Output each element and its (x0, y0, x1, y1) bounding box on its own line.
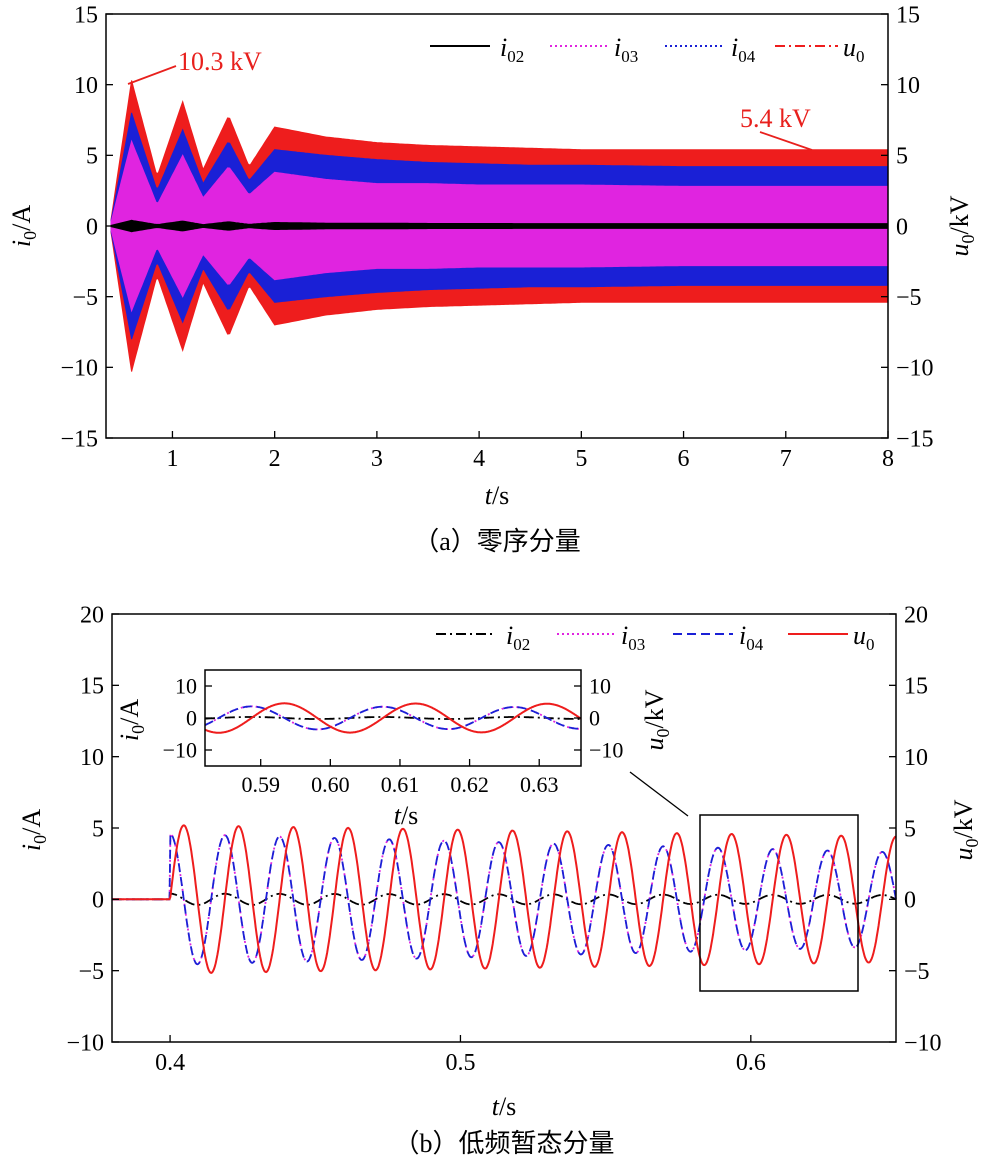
chart-a-x-ticks: 1 2 3 4 5 6 7 8 (166, 431, 894, 472)
chart-b-line-u0 (112, 824, 897, 974)
chart-a-y-ticks-right: 15 10 5 0 −5 −10 −15 (881, 2, 934, 452)
chart-a-x-tick-label: 1 (166, 446, 178, 472)
chart-b-xlabel: t/s (492, 1092, 517, 1121)
inset-x-ticks: 0.59 0.60 0.61 0.62 0.63 (241, 759, 558, 797)
annotation-10kv: 10.3 kV (178, 47, 262, 76)
chart-a-x-tick-label: 5 (575, 446, 587, 472)
chart-b-x-tick-label: 0.6 (736, 1050, 766, 1076)
chart-b-lines (112, 824, 897, 974)
chart-a-envelopes (110, 80, 889, 372)
inset-ylabel-left: i0/A (115, 699, 148, 741)
chart-b-yr-tick-label: 15 (904, 674, 928, 700)
chart-b-caption: （b）低频暂态分量 (393, 1129, 614, 1158)
annotation-5kv-leader (759, 131, 813, 151)
legend-b-i02-label: i02 (506, 621, 530, 654)
chart-b-legend: i02 i03 i04 u0 (436, 621, 875, 654)
inset-yl-tick-label: −10 (163, 738, 197, 763)
legend-a-i03-label: i03 (614, 33, 638, 66)
inset-ylabel-right: u0/kV (640, 689, 673, 750)
chart-a: 1 2 3 4 5 6 7 8 15 10 5 0 −5 −10 −15 15 10 5 0 −5 −10 −15 i… (7, 2, 978, 556)
chart-b-y-ticks-right: 20 15 10 5 0 −5 −10 (889, 602, 942, 1056)
inset-x-tick-label: 0.63 (520, 772, 559, 797)
legend-b-u0-label: u0 (853, 621, 875, 654)
inset-lines (204, 702, 582, 734)
chart-b-x-ticks: 0.4 0.5 0.6 (155, 1035, 766, 1076)
chart-b-x-tick-label: 0.4 (155, 1050, 185, 1076)
chart-a-x-tick-label: 8 (882, 446, 894, 472)
inset-yr-tick-label: 10 (589, 674, 611, 699)
inset-yl-tick-label: 10 (175, 674, 197, 699)
chart-a-yl-tick-label: 15 (74, 2, 98, 28)
inset-y-ticks-right: 10 0 −10 (574, 674, 623, 763)
chart-a-yl-tick-label: −10 (60, 356, 98, 382)
chart-b-yr-tick-label: 20 (904, 602, 928, 628)
zoom-box (699, 814, 859, 992)
chart-a-yl-tick-label: 0 (86, 214, 98, 240)
annotation-10kv-leader (127, 65, 177, 85)
chart-b-yl-tick-label: 15 (80, 674, 104, 700)
chart-b-yr-tick-label: 10 (904, 745, 928, 771)
chart-b-line-i02 (112, 892, 897, 906)
chart-b-yl-tick-label: 0 (92, 888, 104, 914)
inset-xlabel: t/s (394, 801, 419, 830)
chart-a-yl-tick-label: −5 (72, 285, 98, 311)
chart-b-yl-tick-label: −5 (78, 959, 104, 985)
chart-a-x-tick-label: 4 (473, 446, 485, 472)
legend-b-i03-label: i03 (621, 621, 645, 654)
chart-b-yl-tick-label: 5 (92, 816, 104, 842)
chart-b-line-i04 (112, 832, 897, 966)
inset-x-tick-label: 0.62 (450, 772, 489, 797)
chart-b-yl-tick-label: −10 (66, 1030, 104, 1056)
chart-b: 0.4 0.5 0.6 20 15 10 5 0 −5 −10 20 15 10 5 0 −5 −10 i0… (17, 602, 982, 1158)
chart-a-yr-tick-label: 0 (896, 214, 908, 240)
chart-a-ylabel-right: u0/kV (945, 195, 978, 256)
legend-a-i02-label: i02 (500, 33, 524, 66)
chart-a-yl-tick-label: 5 (86, 144, 98, 170)
chart-a-yr-tick-label: 10 (896, 73, 920, 99)
inset-y-ticks-left: 10 0 −10 (163, 674, 212, 763)
inset-chart: 0.59 0.60 0.61 0.62 0.63 100−10 100−10 i0/A … (115, 669, 673, 830)
inset-line-u0 (204, 702, 582, 734)
chart-a-x-tick-label: 3 (371, 446, 383, 472)
legend-b-i04-label: i04 (739, 621, 764, 654)
inset-x-tick-label: 0.59 (241, 772, 280, 797)
zoom-connector (629, 771, 689, 817)
chart-a-legend: i02 i03 i04 u0 (430, 33, 865, 66)
chart-a-yr-tick-label: −10 (896, 356, 934, 382)
inset-line-i02 (205, 716, 581, 720)
chart-b-yr-tick-label: −5 (904, 959, 930, 985)
legend-a-u0-label: u0 (843, 33, 865, 66)
inset-yl-tick-label: 0 (186, 706, 197, 731)
inset-yr-tick-label: −10 (589, 738, 623, 763)
chart-b-yl-tick-label: 20 (80, 602, 104, 628)
chart-b-x-tick-label: 0.5 (445, 1050, 475, 1076)
chart-a-yr-tick-label: −15 (896, 426, 934, 452)
inset-yr-tick-label: 0 (589, 706, 600, 731)
chart-a-xlabel: t/s (485, 481, 510, 510)
inset-line-i04 (204, 705, 581, 731)
chart-a-yr-tick-label: 5 (896, 144, 908, 170)
chart-b-ylabel-right: u0/kV (949, 799, 982, 860)
chart-a-yl-tick-label: −15 (60, 426, 98, 452)
chart-a-yr-tick-label: 15 (896, 2, 920, 28)
inset-x-tick-label: 0.61 (381, 772, 420, 797)
chart-a-yr-tick-label: −5 (896, 285, 922, 311)
chart-b-y-ticks-left: 20 15 10 5 0 −5 −10 (66, 602, 119, 1056)
chart-a-caption: （a）零序分量 (413, 527, 581, 556)
chart-a-yl-tick-label: 10 (74, 73, 98, 99)
chart-b-yr-tick-label: 0 (904, 888, 916, 914)
chart-b-yr-tick-label: −10 (904, 1030, 942, 1056)
chart-b-yl-tick-label: 10 (80, 745, 104, 771)
chart-b-ylabel-left: i0/A (17, 809, 50, 851)
chart-a-x-tick-label: 6 (678, 446, 690, 472)
annotation-5kv: 5.4 kV (740, 104, 811, 133)
inset-x-tick-label: 0.60 (311, 772, 350, 797)
chart-a-x-tick-label: 7 (780, 446, 792, 472)
chart-a-y-ticks-left: 15 10 5 0 −5 −10 −15 (60, 2, 113, 452)
chart-b-yr-tick-label: 5 (904, 816, 916, 842)
legend-a-i04-label: i04 (731, 33, 756, 66)
chart-a-x-tick-label: 2 (269, 446, 281, 472)
chart-a-ylabel-left: i0/A (7, 205, 40, 247)
